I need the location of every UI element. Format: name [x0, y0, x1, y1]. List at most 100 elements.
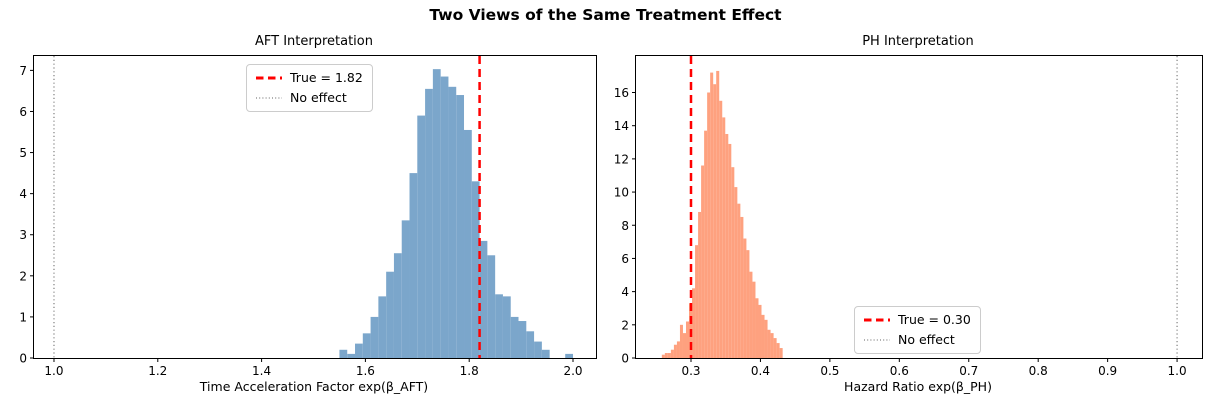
histogram-bar [440, 76, 449, 358]
histogram-bar [448, 86, 457, 358]
legend-entry-true-value: True = 1.82 [255, 70, 363, 86]
y-tick-label: 10 [614, 186, 629, 200]
red-dashed-line-icon [864, 318, 890, 322]
histogram-bar [731, 167, 735, 358]
y-tick-label: 14 [614, 119, 629, 133]
histogram-bars [339, 69, 574, 359]
histogram-bar [401, 220, 410, 358]
histogram-bar [725, 133, 729, 358]
histogram-bar [716, 70, 720, 358]
y-tick-label: 4 [621, 285, 629, 299]
legend-label: No effect [290, 90, 347, 105]
histogram-bar [679, 324, 683, 358]
y-tick-label: 5 [19, 146, 27, 160]
histogram-bar [722, 117, 726, 358]
legend-entry-true-value: True = 0.30 [863, 312, 971, 328]
x-tick-label: 1.6 [356, 364, 375, 378]
histogram-bar [487, 255, 496, 358]
x-tick-label: 1.2 [148, 364, 167, 378]
histogram-bar [347, 353, 356, 358]
histogram-bar [339, 349, 348, 358]
legend-label: True = 1.82 [290, 70, 363, 85]
histogram-bar [758, 304, 762, 358]
histogram-bar [695, 245, 699, 358]
y-tick-label: 2 [621, 318, 629, 332]
x-tick-label: 1.4 [252, 364, 271, 378]
histogram-bar [534, 341, 542, 358]
x-tick-label: 0.4 [751, 364, 770, 378]
x-tick-label: 0.7 [959, 364, 978, 378]
legend-label: No effect [898, 332, 955, 347]
histogram-bar [692, 288, 696, 358]
aft-x-axis-label: Time Acceleration Factor exp(β_AFT) [199, 379, 429, 394]
histogram-bar [664, 353, 668, 358]
y-tick-label: 6 [19, 105, 27, 119]
aft-legend-box: True = 1.82 No effect [246, 64, 373, 112]
histogram-bar [773, 338, 777, 358]
x-tick-label: 1.0 [1168, 364, 1187, 378]
histogram-bar [779, 348, 783, 358]
subplot-aft-title: AFT Interpretation [254, 34, 373, 49]
x-tick-label: 0.3 [681, 364, 700, 378]
histogram-bar [456, 95, 465, 359]
red-dashed-line-icon [256, 76, 282, 80]
aft-histogram-svg: 1.0 1.2 1.4 1.6 1.8 2.0 0 1 2 3 4 5 6 7 [19, 56, 583, 378]
histogram-bar [417, 115, 426, 358]
histogram-bar [670, 349, 674, 358]
histogram-bar [661, 354, 665, 358]
histogram-bar [743, 238, 747, 358]
histogram-bar [393, 253, 402, 358]
x-tick-label: 0.8 [1029, 364, 1048, 378]
subplot-aft-plot-area: 1.0 1.2 1.4 1.6 1.8 2.0 0 1 2 3 4 5 6 7 True = 1.82 N… [19, 55, 597, 378]
y-tick-label: 16 [614, 86, 629, 100]
x-tick-label: 0.9 [1098, 364, 1117, 378]
histogram-bar [541, 349, 550, 358]
histogram-bar [565, 353, 574, 358]
subplot-ph-title: PH Interpretation [862, 34, 974, 49]
histogram-bar [409, 173, 418, 358]
histogram-bar [673, 344, 677, 358]
x-tick-label: 2.0 [563, 364, 582, 378]
y-tick-label: 7 [19, 64, 27, 78]
histogram-bar [386, 271, 394, 358]
histogram-bar [710, 72, 714, 358]
ph-legend-box: True = 0.30 No effect [854, 306, 981, 354]
histogram-bar [425, 88, 433, 359]
legend-entry-no-effect: No effect [255, 90, 363, 106]
histogram-bar [667, 353, 671, 358]
histogram-bar [510, 316, 519, 358]
histogram-bar [495, 294, 503, 358]
y-tick-label: 0 [621, 352, 629, 366]
histogram-bar [776, 343, 780, 358]
subplot-ph-plot-area: 0.3 0.4 0.5 0.6 0.7 0.8 0.9 1.0 0 2 4 6 8 10 12 14 16 Tr… [614, 55, 1203, 378]
histogram-bar [432, 69, 441, 358]
histogram-bar [704, 130, 708, 358]
histogram-bar [676, 341, 680, 358]
histogram-bar [698, 211, 702, 358]
histogram-bar [378, 296, 387, 358]
histogram-bar [749, 271, 753, 358]
y-tick-label: 0 [19, 352, 27, 366]
histogram-bar [752, 281, 756, 358]
histogram-bar [740, 216, 744, 358]
histogram-bar [685, 321, 690, 358]
figure-title: Two Views of the Same Treatment Effect [429, 6, 782, 24]
y-tick-label: 8 [621, 219, 629, 233]
y-tick-label: 3 [19, 228, 27, 242]
histogram-bar [518, 321, 527, 358]
ph-histogram-svg: 0.3 0.4 0.5 0.6 0.7 0.8 0.9 1.0 0 2 4 6 8 10 12 14 16 [614, 56, 1187, 378]
histogram-bar [764, 319, 768, 358]
histogram-bar [701, 165, 705, 358]
histogram-bar [707, 92, 711, 358]
histogram-bar [370, 316, 379, 358]
histogram-bar [734, 187, 738, 358]
histogram-bar [761, 314, 765, 358]
x-tick-label: 1.8 [460, 364, 479, 378]
gray-dotted-line-icon [864, 339, 890, 341]
histogram-bar [502, 296, 511, 358]
legend-entry-no-effect: No effect [863, 332, 971, 348]
histogram-bar [682, 333, 686, 358]
gray-dotted-line-icon [256, 97, 282, 99]
histogram-bar [471, 181, 480, 358]
